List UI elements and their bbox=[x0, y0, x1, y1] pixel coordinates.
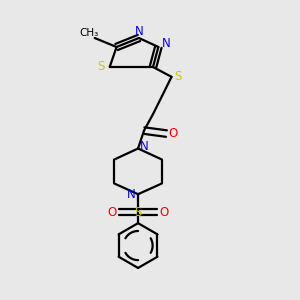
Text: N: N bbox=[127, 188, 136, 201]
Text: S: S bbox=[98, 61, 105, 74]
Text: O: O bbox=[107, 206, 117, 219]
Text: O: O bbox=[159, 206, 169, 219]
Text: N: N bbox=[135, 25, 143, 38]
Text: S: S bbox=[174, 70, 182, 83]
Text: S: S bbox=[134, 206, 142, 219]
Text: CH₃: CH₃ bbox=[79, 28, 98, 38]
Text: O: O bbox=[168, 127, 178, 140]
Text: N: N bbox=[140, 140, 149, 153]
Text: N: N bbox=[162, 37, 171, 50]
